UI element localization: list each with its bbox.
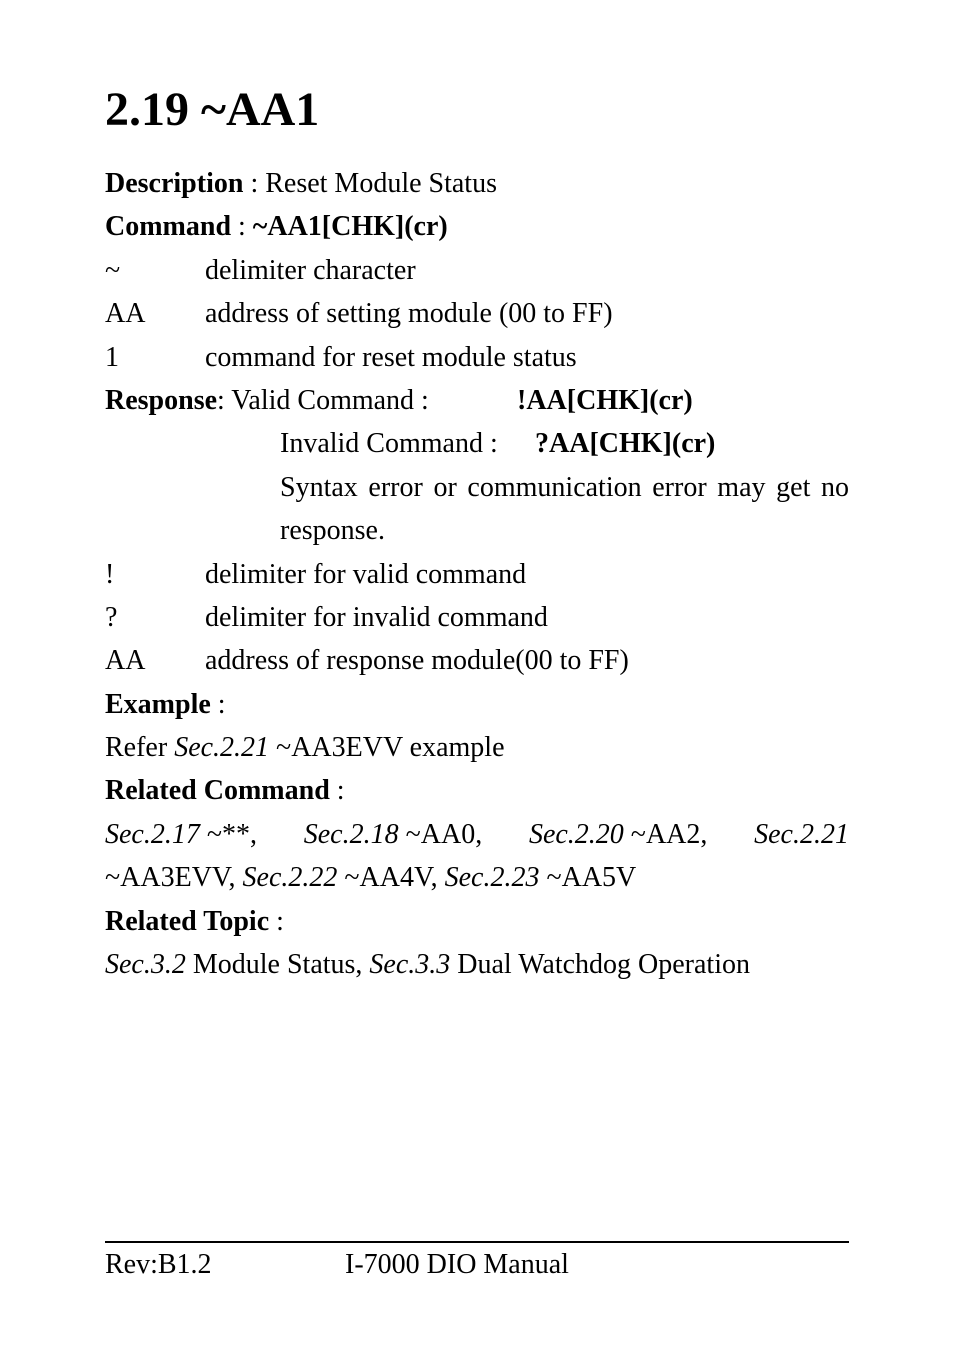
response-note-line2: response. <box>280 509 849 552</box>
example-ref: Sec.2.21 <box>174 732 269 763</box>
plain-text: ~AA3EVV, <box>105 862 243 893</box>
response-valid-line: Response : Valid Command : !AA[CHK](cr) <box>105 379 849 422</box>
command-line: Command : ~AA1[CHK](cr) <box>105 205 849 248</box>
ref-text: Sec.2.17 <box>105 819 200 850</box>
param-desc: delimiter for valid command <box>205 553 526 596</box>
command-params: ~ delimiter character AA address of sett… <box>105 249 849 379</box>
plain-text: Dual Watchdog Operation <box>450 949 750 980</box>
page-footer: Rev:B1.2 I-7000 DIO Manual <box>105 1241 849 1281</box>
param-symbol: AA <box>105 639 205 682</box>
response-note-line1: Syntax error or communication error may … <box>280 466 849 509</box>
related-command-colon: : <box>330 775 345 806</box>
related-topic-label: Related Topic <box>105 906 269 937</box>
related-topic-heading: Related Topic : <box>105 900 849 943</box>
example-line: Refer Sec.2.21 ~AA3EVV example <box>105 726 849 769</box>
related-topic-colon: : <box>269 906 284 937</box>
ref-text: Sec.2.21 <box>754 813 849 856</box>
param-row: ? delimiter for invalid command <box>105 596 849 639</box>
param-symbol: AA <box>105 292 205 335</box>
ref-text: Sec.3.3 <box>369 949 450 980</box>
related-command-heading: Related Command : <box>105 769 849 812</box>
param-desc: address of response module(00 to FF) <box>205 639 629 682</box>
param-desc: delimiter character <box>205 249 416 292</box>
example-prefix: Refer <box>105 732 174 763</box>
param-row: 1 command for reset module status <box>105 336 849 379</box>
command-syntax: ~AA1[CHK](cr) <box>253 211 448 242</box>
response-valid-code: !AA[CHK](cr) <box>517 379 693 422</box>
plain-text: Module Status, <box>186 949 370 980</box>
ref-text: Sec.2.20 <box>529 819 624 850</box>
response-params: ! delimiter for valid command ? delimite… <box>105 553 849 683</box>
ref-text: Sec.2.23 <box>445 862 540 893</box>
page: 2.19 ~AA1 Description : Reset Module Sta… <box>0 0 954 1351</box>
response-invalid-label: Invalid Command : <box>280 422 535 465</box>
example-colon: : <box>211 689 226 720</box>
response-indent: Invalid Command : ?AA[CHK](cr) Syntax er… <box>105 422 849 552</box>
plain-text: ~AA5V <box>539 862 636 893</box>
footer-title: I-7000 DIO Manual <box>345 1249 569 1281</box>
param-desc: command for reset module status <box>205 336 577 379</box>
plain-text: ~AA0, <box>399 819 483 850</box>
ref-text: Sec.2.22 <box>243 862 338 893</box>
param-row: AA address of response module(00 to FF) <box>105 639 849 682</box>
param-symbol: ? <box>105 596 205 639</box>
param-row: AA address of setting module (00 to FF) <box>105 292 849 335</box>
param-desc: delimiter for invalid command <box>205 596 548 639</box>
related-command-line2: ~AA3EVV, Sec.2.22 ~AA4V, Sec.2.23 ~AA5V <box>105 856 849 899</box>
description-text: : Reset Module Status <box>243 168 497 199</box>
plain-text: ~AA4V, <box>337 862 444 893</box>
plain-text: ~**, <box>200 819 257 850</box>
response-label: Response <box>105 379 217 422</box>
plain-text: ~AA2, <box>624 819 708 850</box>
footer-revision: Rev:B1.2 <box>105 1249 345 1281</box>
param-symbol: ! <box>105 553 205 596</box>
related-command-line1: Sec.2.17 ~**, Sec.2.18 ~AA0, Sec.2.20 ~A… <box>105 813 849 856</box>
ref-text: Sec.2.18 <box>304 819 399 850</box>
param-symbol: ~ <box>105 249 205 292</box>
param-row: ! delimiter for valid command <box>105 553 849 596</box>
example-suffix: ~AA3EVV example <box>269 732 504 763</box>
command-sep: : <box>231 211 253 242</box>
example-heading: Example : <box>105 683 849 726</box>
response-invalid-code: ?AA[CHK](cr) <box>535 422 715 465</box>
section-title: 2.19 ~AA1 <box>105 82 849 137</box>
example-label: Example <box>105 689 211 720</box>
param-desc: address of setting module (00 to FF) <box>205 292 613 335</box>
related-topic-line: Sec.3.2 Module Status, Sec.3.3 Dual Watc… <box>105 943 849 986</box>
related-command-label: Related Command <box>105 775 330 806</box>
description-line: Description : Reset Module Status <box>105 162 849 205</box>
command-label: Command <box>105 211 231 242</box>
body-content: Description : Reset Module Status Comman… <box>105 162 849 986</box>
ref-text: Sec.3.2 <box>105 949 186 980</box>
param-symbol: 1 <box>105 336 205 379</box>
description-label: Description <box>105 168 243 199</box>
response-valid-label: : Valid Command : <box>217 379 517 422</box>
param-row: ~ delimiter character <box>105 249 849 292</box>
